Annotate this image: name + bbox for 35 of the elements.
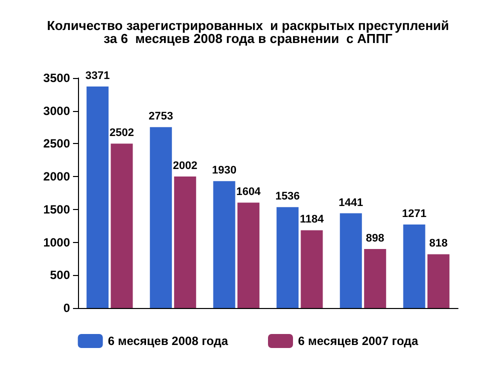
chart-title: Количество зарегистрированных и раскрытых преступлений за 6 месяцев 2008 года в сравнении с АППГ (46, 18, 450, 46)
data-label: 3371 (85, 70, 110, 82)
y-tick-label: 2000 (43, 170, 70, 184)
data-label: 1536 (275, 190, 300, 203)
legend-label: 6 месяцев 2007 года (298, 334, 418, 348)
bar (237, 202, 260, 308)
y-tick-label: 3500 (43, 71, 70, 85)
bar (174, 176, 196, 308)
data-label: 1271 (402, 208, 426, 220)
data-label: 1441 (338, 196, 364, 209)
y-tick-label: 1000 (43, 235, 70, 250)
bar (86, 86, 109, 308)
bar (276, 207, 299, 308)
bar (300, 230, 323, 308)
data-label: 1604 (236, 186, 262, 198)
data-label: 898 (366, 232, 384, 244)
y-tick-label: 0 (63, 301, 70, 315)
data-label: 1184 (300, 214, 325, 226)
y-tick-label: 2500 (43, 136, 70, 151)
bar (364, 248, 386, 308)
bar (340, 213, 362, 308)
data-label: 818 (429, 238, 448, 250)
legend-label: 6 месяцев 2008 года (108, 334, 228, 348)
y-tick-label: 1500 (43, 202, 70, 216)
bar (403, 224, 426, 308)
bar (213, 181, 236, 308)
data-label: 2002 (172, 160, 198, 172)
y-tick-label: 3000 (43, 104, 70, 118)
bar (427, 254, 450, 308)
bar (150, 127, 172, 308)
data-label: 2502 (110, 127, 134, 140)
bar (110, 144, 133, 308)
data-label: 1930 (212, 164, 236, 177)
data-label: 2753 (148, 110, 174, 123)
y-tick-label: 500 (50, 268, 70, 282)
